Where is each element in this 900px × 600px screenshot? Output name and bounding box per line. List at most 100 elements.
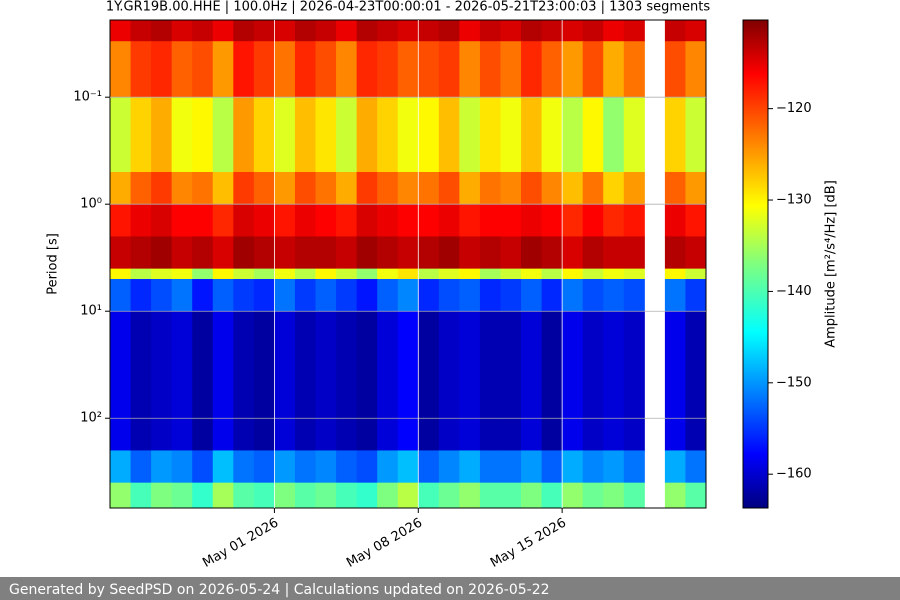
heatmap-cell xyxy=(582,20,604,42)
heatmap-cell xyxy=(500,311,522,451)
heatmap-cell xyxy=(479,171,501,205)
heatmap-cell xyxy=(171,41,193,98)
heatmap-cell xyxy=(377,236,399,270)
heatmap-cell xyxy=(438,236,460,270)
heatmap-cell xyxy=(459,482,481,509)
heatmap-cell xyxy=(438,450,460,484)
heatmap-cell xyxy=(315,311,337,451)
heatmap-cell xyxy=(603,204,625,237)
heatmap-cell xyxy=(212,311,234,451)
heatmap-cell xyxy=(397,20,419,42)
heatmap-cell xyxy=(541,20,563,42)
heatmap-cell xyxy=(151,204,173,237)
heatmap-cell xyxy=(171,482,193,509)
heatmap-cell xyxy=(582,268,604,280)
heatmap-cell xyxy=(356,204,378,237)
heatmap-cell xyxy=(438,482,460,509)
heatmap-cell xyxy=(110,20,132,42)
heatmap-cell xyxy=(356,41,378,98)
heatmap-cell xyxy=(192,204,214,237)
heatmap-cell xyxy=(623,41,645,98)
heatmap-cell xyxy=(418,20,440,42)
heatmap-cell xyxy=(171,97,193,173)
heatmap-cell xyxy=(479,450,501,484)
heatmap-cell xyxy=(315,482,337,509)
heatmap-cell xyxy=(110,279,132,312)
heatmap-cell xyxy=(397,171,419,205)
heatmap-cell xyxy=(562,236,584,270)
heatmap-cell xyxy=(664,279,686,312)
heatmap-cell xyxy=(541,279,563,312)
heatmap-cell xyxy=(438,41,460,98)
heatmap-cell xyxy=(336,171,358,205)
heatmap-cell xyxy=(397,279,419,312)
y-tick-label: 10⁰ xyxy=(80,197,102,212)
heatmap-cell xyxy=(664,311,686,451)
heatmap-cell xyxy=(356,268,378,280)
heatmap-cell xyxy=(521,171,543,205)
heatmap-cell xyxy=(110,268,132,280)
heatmap-cell xyxy=(212,450,234,484)
footer-text: Generated by SeedPSD on 2026-05-24 | Cal… xyxy=(9,582,550,598)
heatmap-cell xyxy=(562,311,584,451)
heatmap-cell xyxy=(541,236,563,270)
heatmap-cell xyxy=(110,171,132,205)
heatmap-cell xyxy=(377,482,399,509)
heatmap-cell xyxy=(459,236,481,270)
heatmap-cell xyxy=(212,41,234,98)
y-tick-label: 10¹ xyxy=(80,304,102,319)
heatmap-cell xyxy=(479,97,501,173)
heatmap-cell xyxy=(294,268,317,280)
heatmap-cell xyxy=(294,311,317,451)
heatmap-cell xyxy=(253,41,275,98)
heatmap-cell xyxy=(397,311,419,451)
heatmap-cell xyxy=(294,279,317,312)
heatmap-cell xyxy=(233,41,255,98)
heatmap-cell xyxy=(356,236,378,270)
heatmap-cell xyxy=(151,450,173,484)
heatmap-cell xyxy=(685,97,707,173)
heatmap-cell xyxy=(459,268,481,280)
heatmap-cell xyxy=(500,171,522,205)
heatmap-cell xyxy=(664,450,686,484)
heatmap-cell xyxy=(562,171,584,205)
heatmap-cell xyxy=(253,268,275,280)
heatmap-cell xyxy=(315,41,337,98)
heatmap-cell xyxy=(603,20,625,42)
chart-title: 1Y.GR19B.00.HHE | 100.0Hz | 2026-04-23T0… xyxy=(106,0,711,15)
heatmap-cell xyxy=(541,171,563,205)
heatmap-cell xyxy=(274,171,296,205)
heatmap-cell xyxy=(521,204,543,237)
heatmap-cell xyxy=(171,171,193,205)
heatmap-cell xyxy=(397,41,419,98)
heatmap-cell xyxy=(685,41,707,98)
heatmap-cell xyxy=(171,204,193,237)
heatmap-cell xyxy=(541,97,563,173)
heatmap-cell xyxy=(294,41,317,98)
heatmap-cell xyxy=(603,236,625,270)
heatmap-cell xyxy=(274,450,296,484)
heatmap-cell xyxy=(233,171,255,205)
heatmap-cell xyxy=(562,97,584,173)
heatmap-cell xyxy=(521,311,543,451)
heatmap-cell xyxy=(274,204,296,237)
heatmap-cell xyxy=(233,279,255,312)
heatmap-cell xyxy=(479,311,501,451)
heatmap-cell xyxy=(623,236,645,270)
heatmap-cell xyxy=(377,311,399,451)
heatmap-cell xyxy=(274,236,296,270)
heatmap-cell xyxy=(151,171,173,205)
heatmap-cell xyxy=(130,204,152,237)
heatmap-cell xyxy=(377,268,399,280)
heatmap-cell xyxy=(623,482,645,509)
heatmap-cell xyxy=(356,97,378,173)
heatmap-cell xyxy=(253,279,275,312)
heatmap-cell xyxy=(500,450,522,484)
heatmap-cell xyxy=(479,279,501,312)
heatmap-cell xyxy=(233,204,255,237)
heatmap-cell xyxy=(130,279,152,312)
heatmap-cell xyxy=(130,236,152,270)
heatmap-cell xyxy=(541,450,563,484)
heatmap-cell xyxy=(130,311,152,451)
